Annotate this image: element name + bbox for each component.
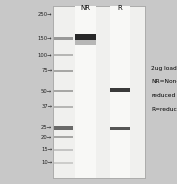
Text: 10→: 10→ [41,160,52,165]
Text: 150→: 150→ [38,36,52,41]
Bar [54,90,73,92]
Bar [54,162,73,164]
Text: R: R [118,5,122,11]
Text: reduced: reduced [151,93,176,98]
Text: 25→: 25→ [41,125,52,130]
Bar [110,127,130,130]
Bar [75,6,96,178]
Text: 50→: 50→ [41,89,52,94]
Bar [54,54,73,56]
Bar [54,136,73,138]
Text: 100→: 100→ [38,53,52,58]
Text: NR: NR [81,5,90,11]
Bar [54,126,73,130]
Bar [54,149,73,151]
Text: R=reduced: R=reduced [151,107,177,112]
Bar [54,37,73,40]
Bar [110,6,130,178]
Text: 37→: 37→ [41,104,52,109]
Bar [110,88,130,92]
Text: NR=Non-: NR=Non- [151,79,177,84]
Text: 75→: 75→ [41,68,52,73]
Text: 250→: 250→ [38,12,52,17]
Text: 15→: 15→ [41,147,52,153]
Text: 20→: 20→ [41,135,52,140]
Bar [54,106,73,108]
Bar [75,40,96,45]
Bar [53,6,145,178]
Text: 2ug loading: 2ug loading [151,66,177,71]
Bar [75,33,96,40]
Bar [54,70,73,72]
